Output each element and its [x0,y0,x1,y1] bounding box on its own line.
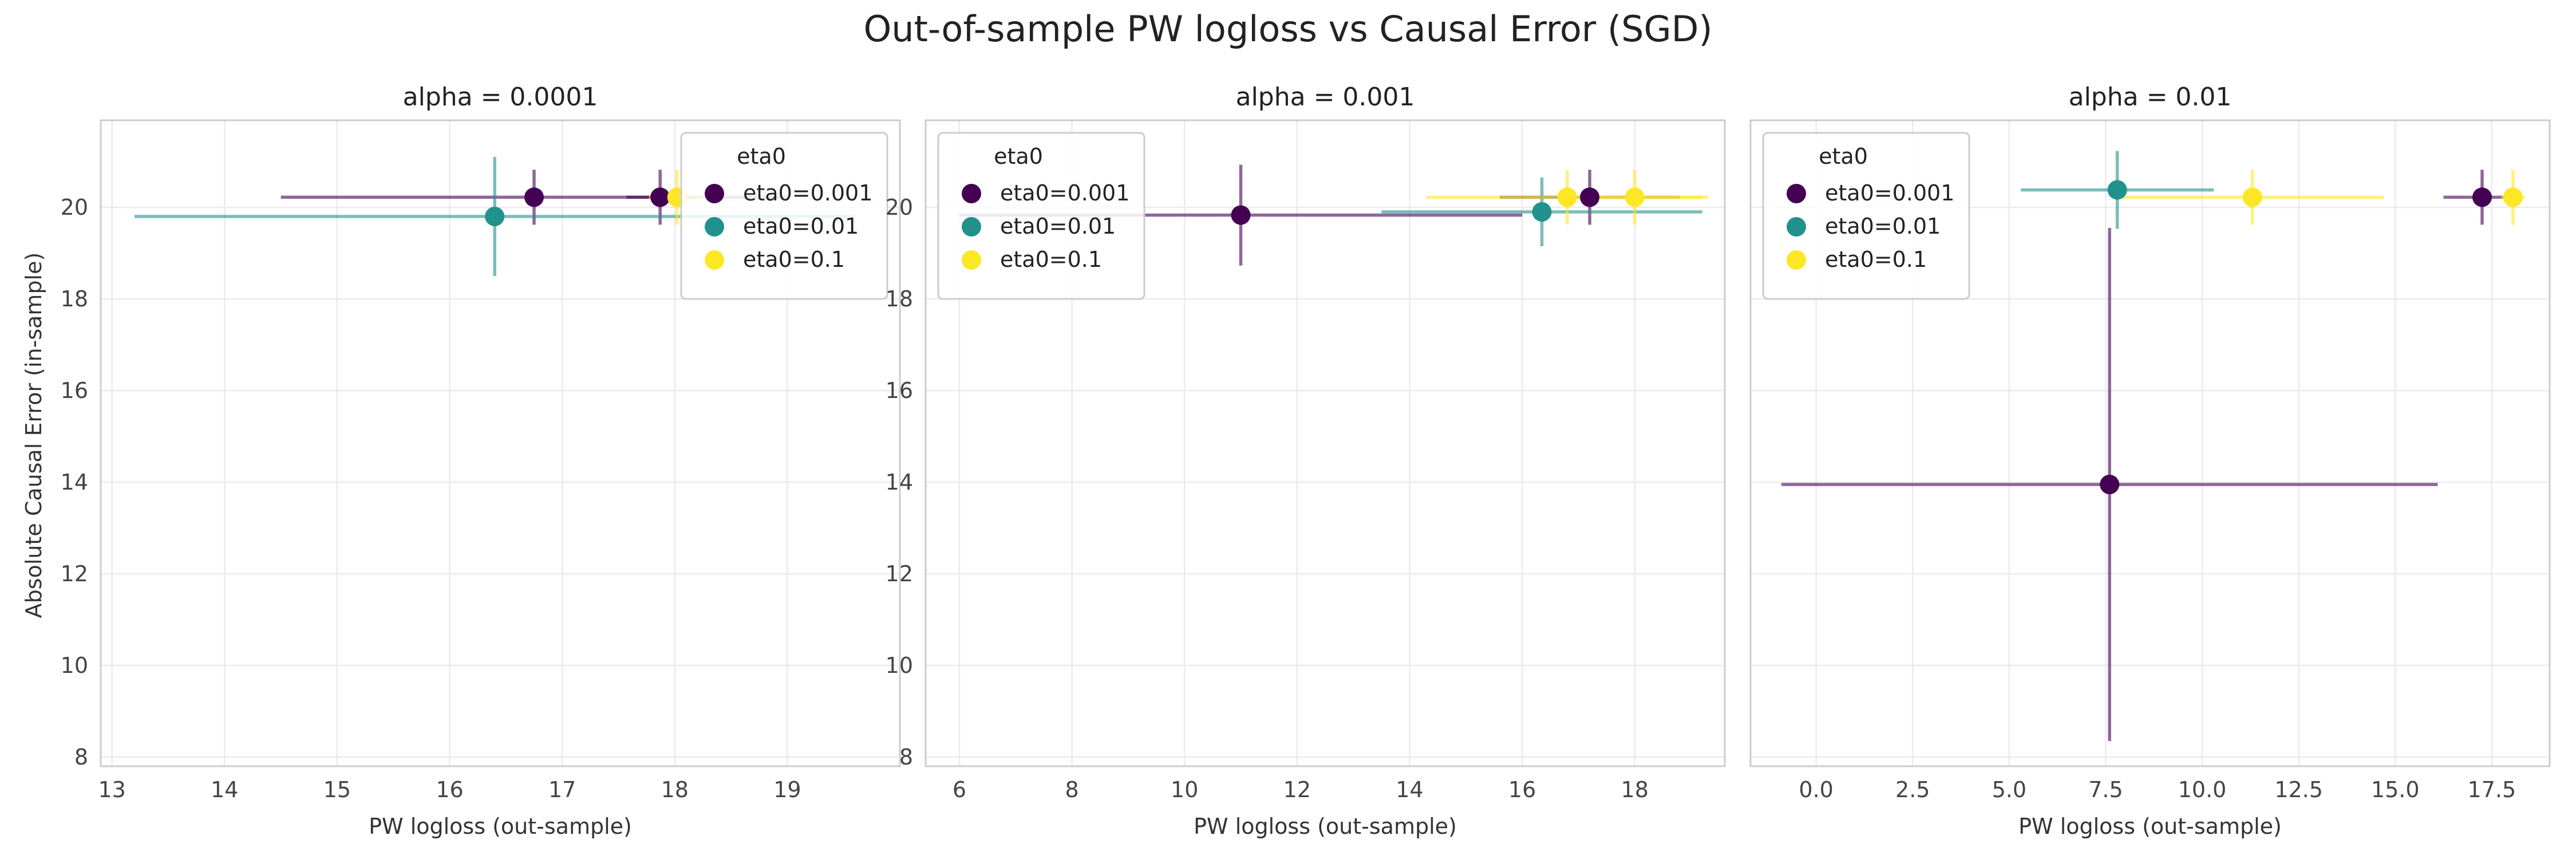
legend-title: eta0 [737,144,786,169]
legend-label: eta0=0.1 [1000,247,1102,272]
legend-label: eta0=0.001 [1825,180,1954,206]
legend-title: eta0 [994,144,1043,169]
axes-frame [1749,119,2551,767]
x-tick-label: 14 [1396,777,1423,802]
x-axis-label: PW logloss (out-sample) [2018,814,2282,839]
subplot-2: 6 8 10 12 14 16 18 8 10 12 14 16 18 20 alpha = 0.001 PW… [886,82,1726,839]
y-tick-label: 8 [899,744,913,770]
legend-marker [1787,250,1806,270]
x-tick-label: 17.5 [2468,777,2516,802]
data-point [485,207,505,226]
legend-marker [705,184,724,203]
legend-marker [962,250,981,270]
data-layer [1781,151,2525,741]
x-tick-label: 14 [211,777,238,802]
x-axis-label: PW logloss (out-sample) [1194,814,1457,839]
legend: eta0 eta0=0.001 eta0=0.01 eta0=0.1 [937,132,1145,300]
y-tick-label: 16 [61,378,88,403]
data-point [2472,187,2492,207]
y-tick-label: 14 [886,470,913,495]
subplot-3: 0.0 2.5 5.0 7.5 10.0 12.5 15.0 17.5 alpha = 0.01… [1749,82,2551,839]
subplot-grid: 13 14 15 16 17 18 19 8 10 12 14 16 18 20 alpha = 0.000… [61,82,2551,839]
legend-title: eta0 [1819,144,1868,169]
data-point [2100,475,2120,494]
x-tick-label: 7.5 [2088,777,2123,802]
axes-frame [100,119,901,767]
x-tick-label: 5.0 [1992,777,2026,802]
figure-y-axis-label: Absolute Causal Error (in-sample) [21,253,46,618]
legend-label: eta0=0.1 [743,247,845,272]
data-point [1231,205,1251,225]
subplot-1: 13 14 15 16 17 18 19 8 10 12 14 16 18 20 alpha = 0.000… [61,82,901,839]
data-point [1557,187,1577,207]
legend: eta0 eta0=0.001 eta0=0.01 eta0=0.1 [680,132,888,300]
y-tick-label: 16 [886,378,913,403]
legend-label: eta0=0.01 [743,214,859,239]
legend-marker [705,250,724,270]
x-tick-label: 19 [773,777,801,802]
data-point [650,187,670,207]
y-tick-label: 20 [886,195,913,220]
x-tick-label: 0.0 [1799,777,1833,802]
x-tick-label: 10.0 [2178,777,2227,802]
legend-marker [1787,184,1806,203]
subplot-title: alpha = 0.001 [1236,82,1415,112]
legend-marker [962,184,981,203]
legend-box [937,132,1145,300]
x-tick-label: 12.5 [2274,777,2323,802]
data-point [2107,180,2127,200]
x-tick-label: 6 [953,777,966,802]
y-tick-label: 14 [61,470,88,495]
legend-label: eta0=0.1 [1825,247,1927,272]
x-tick-label: 15.0 [2371,777,2420,802]
y-tick-label: 10 [61,653,88,678]
data-point [2242,187,2262,207]
y-tick-label: 12 [886,561,913,586]
subplot-title: alpha = 0.01 [2069,82,2232,112]
legend-box [1762,132,1970,300]
legend-label: eta0=0.001 [1000,180,1129,206]
axes-frame [924,119,1726,767]
data-point [1580,187,1600,207]
y-tick-label: 18 [61,286,88,312]
y-tick-label: 18 [886,286,913,312]
subplot-title: alpha = 0.0001 [403,82,598,112]
data-point [524,187,544,207]
legend: eta0 eta0=0.001 eta0=0.01 eta0=0.1 [1762,132,1970,300]
x-tick-label: 13 [98,777,125,802]
x-axis-label: PW logloss (out-sample) [369,814,632,839]
x-tick-label: 12 [1283,777,1311,802]
x-tick-label: 16 [1508,777,1536,802]
y-tick-label: 8 [74,744,88,770]
x-tick-label: 18 [661,777,689,802]
x-tick-label: 8 [1065,777,1079,802]
x-tick-label: 2.5 [1895,777,1930,802]
legend-marker [962,217,981,237]
legend-label: eta0=0.01 [1000,214,1116,239]
legend-marker [1787,217,1806,237]
legend-box [680,132,888,300]
y-tick-label: 10 [886,653,913,678]
legend-marker [705,217,724,237]
x-tick-label: 15 [323,777,351,802]
x-tick-label: 10 [1171,777,1198,802]
legend-label: eta0=0.001 [743,180,872,206]
figure-title: Out-of-sample PW logloss vs Causal Error… [863,8,1712,50]
x-tick-label: 18 [1621,777,1649,802]
data-point [1625,187,1645,207]
data-point [2503,187,2523,207]
y-tick-label: 20 [61,195,88,220]
data-point [1532,202,1552,222]
x-tick-label: 17 [548,777,576,802]
y-tick-label: 12 [61,561,88,586]
x-tick-label: 16 [436,777,463,802]
legend-label: eta0=0.01 [1825,214,1941,239]
